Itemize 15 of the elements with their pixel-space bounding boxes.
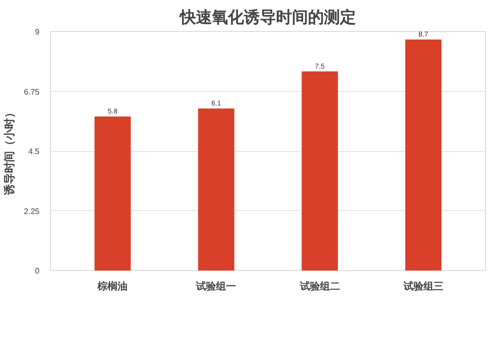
x-tick-label: 棕榈油 (96, 280, 128, 292)
y-tick-label: 4.5 (28, 147, 40, 156)
x-tick-label: 试验组一 (195, 280, 236, 292)
chart-title: 快速氧化诱导时间的测定 (179, 8, 356, 26)
bar (405, 39, 442, 270)
bar (198, 108, 234, 270)
y-tick-label: 0 (35, 266, 40, 276)
y-axis-title: 诱导时间（小时） (2, 107, 16, 196)
y-tick-label: 2.25 (24, 206, 40, 216)
y-tick-label: 6.75 (24, 87, 40, 96)
bar (302, 71, 338, 270)
bar (94, 116, 131, 270)
y-tick-label: 9 (35, 28, 40, 36)
x-tick-label: 试验组三 (402, 280, 444, 292)
x-tick-label: 试验组二 (298, 280, 340, 292)
